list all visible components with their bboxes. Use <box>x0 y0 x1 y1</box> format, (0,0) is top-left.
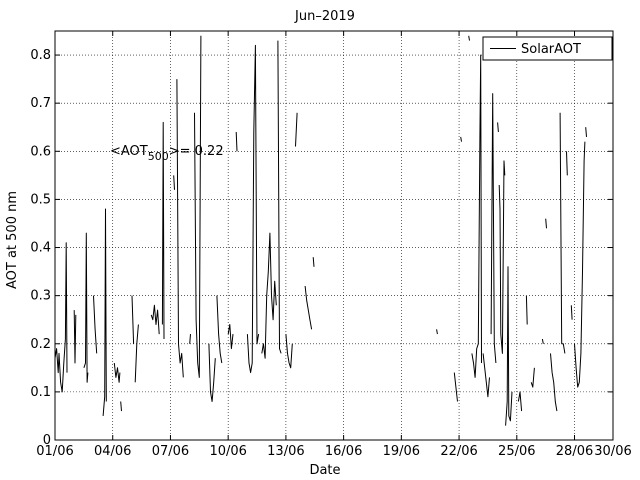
series-line-segment <box>525 295 528 325</box>
series-line-segment <box>550 353 558 412</box>
legend-label-solaraot: SolarAOT <box>521 42 581 57</box>
series-line-segment <box>559 112 566 354</box>
series-line-segment <box>517 391 523 412</box>
series-line-segment <box>285 334 293 369</box>
series-line-segment <box>304 285 313 330</box>
annotation-suffix: >= 0.22 <box>169 144 224 159</box>
series-line-segment <box>460 136 462 142</box>
series-line-segment <box>131 295 135 344</box>
series-line-segment <box>120 401 122 412</box>
x-tick-label: 19/06 <box>383 444 420 459</box>
x-tick-label: 22/06 <box>440 444 477 459</box>
series-line-segment <box>189 334 191 344</box>
y-tick-label: 0.3 <box>30 289 51 304</box>
y-tick-label: 0.6 <box>30 144 51 159</box>
series-line-segment <box>93 295 98 354</box>
series-line-segment <box>176 79 184 378</box>
y-tick-label: 0 <box>43 433 51 448</box>
y-tick-label: 0.4 <box>30 241 51 256</box>
series-line-segment <box>545 218 547 229</box>
x-tick-label: 13/06 <box>267 444 304 459</box>
x-tick-label: 25/06 <box>498 444 535 459</box>
series-line-segment <box>194 35 202 378</box>
series-line-segment <box>574 141 586 388</box>
x-axis-label: Date <box>309 463 340 478</box>
x-tick-label: 04/06 <box>94 444 131 459</box>
x-tick-label: 07/06 <box>152 444 189 459</box>
x-axis-ticks: 01/06 04/06 07/06 10/06 13/06 16/06 19/06 22/06… <box>36 31 632 459</box>
series-line-segment <box>530 367 535 388</box>
y-tick-label: 0.7 <box>30 96 51 111</box>
y-tick-label: 0.2 <box>30 337 51 352</box>
series-line-segment <box>453 372 458 402</box>
series-line-segment <box>54 242 68 393</box>
series-solaraot <box>54 35 587 426</box>
grid-lines <box>54 31 614 441</box>
annotation-prefix: <AOT <box>110 144 148 159</box>
y-tick-label: 0.5 <box>30 192 51 207</box>
plot-border <box>54 30 614 441</box>
series-line-segment <box>490 93 497 364</box>
series-line-segment <box>436 329 438 335</box>
series-line-segment <box>482 353 490 398</box>
series-line-segment <box>541 338 544 344</box>
annotation-subscript: 500 <box>148 150 169 163</box>
plot-area: 01/06 04/06 07/06 10/06 13/06 16/06 19/06 22/06… <box>30 30 632 459</box>
series-line-segment <box>295 112 298 147</box>
x-tick-label: 16/06 <box>325 444 362 459</box>
series-line-segment <box>216 295 223 364</box>
y-axis-ticks: 0 0.1 0.2 0.3 0.4 0.5 0.6 0.7 0.8 <box>30 48 613 448</box>
series-line-segment <box>102 208 107 416</box>
legend: SolarAOT <box>482 36 613 61</box>
x-tick-label: 30/06 <box>594 444 631 459</box>
series-line-segment <box>161 121 165 340</box>
series-line-segment <box>208 343 216 402</box>
series-line-segment <box>150 304 160 335</box>
mean-aot-annotation: <AOT500>= 0.22 <box>110 144 224 163</box>
series-line-segment <box>173 175 175 190</box>
series-line-segment <box>235 131 238 152</box>
plot-background <box>55 31 613 440</box>
y-tick-label: 0.1 <box>30 385 51 400</box>
x-tick-label: 01/06 <box>36 444 73 459</box>
series-line-segment <box>471 54 482 378</box>
series-line-segment <box>497 122 499 133</box>
series-line-segment <box>134 324 139 383</box>
series-line-segment <box>566 151 568 176</box>
series-line-segment <box>73 310 77 364</box>
series-line-segment <box>113 362 121 383</box>
series-line-segment <box>312 257 315 267</box>
legend-box <box>482 36 613 61</box>
series-line-segment <box>570 305 573 320</box>
series-line-segment <box>227 324 234 350</box>
x-tick-label: 28/06 <box>556 444 593 459</box>
series-line-segment <box>277 40 282 354</box>
x-tick-label: 10/06 <box>209 444 246 459</box>
chart-title: Jun–2019 <box>294 9 355 24</box>
y-tick-label: 0.8 <box>30 48 51 63</box>
y-axis-label: AOT at 500 nm <box>5 191 20 289</box>
series-line-segment <box>468 35 470 41</box>
series-line-segment <box>505 266 513 426</box>
series-line-segment <box>246 44 260 374</box>
series-line-segment <box>585 127 587 137</box>
series-line-segment <box>498 160 506 354</box>
series-line-segment <box>83 232 89 383</box>
series-line-segment <box>261 232 277 359</box>
